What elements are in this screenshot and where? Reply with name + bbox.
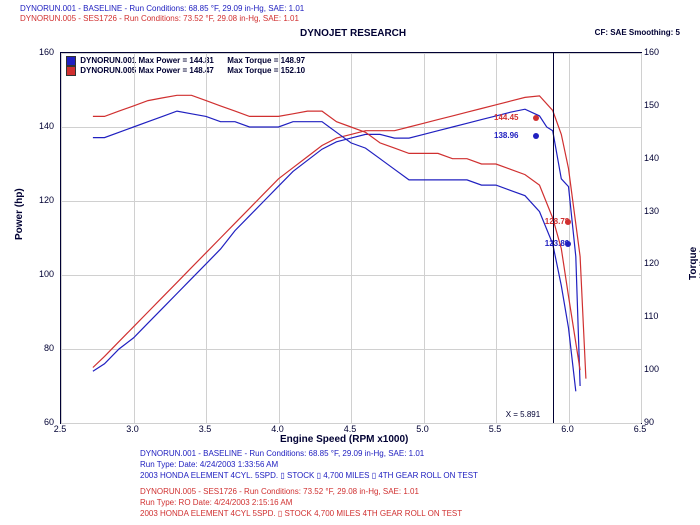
cf-label: CF: SAE Smoothing: 5: [595, 28, 680, 37]
xtick: 6.5: [625, 424, 655, 434]
ytick-left: 80: [30, 343, 54, 353]
metadata-block-1: DYNORUN.001 - BASELINE - Run Conditions:…: [140, 448, 478, 481]
xtick: 3.0: [118, 424, 148, 434]
xtick: 5.0: [408, 424, 438, 434]
chart-title: DYNOJET RESEARCH: [300, 28, 406, 39]
ytick-right: 150: [644, 100, 668, 110]
callout-label: 138.96: [494, 131, 518, 140]
header-line-2: DYNORUN.005 - SES1726 - Run Conditions: …: [20, 14, 299, 23]
ytick-left: 120: [30, 195, 54, 205]
meta-2-line-1: DYNORUN.005 - SES1726 - Run Conditions: …: [140, 486, 462, 497]
ytick-right: 130: [644, 206, 668, 216]
chart-plot-area: [60, 52, 642, 424]
xtick: 4.0: [263, 424, 293, 434]
cursor-label: X = 5.891: [506, 410, 540, 419]
callout-dot: [565, 219, 571, 225]
cursor-line: [553, 53, 554, 423]
meta-1-line-3: 2003 HONDA ELEMENT 4CYL. 5SPD. ▯ STOCK ▯…: [140, 470, 478, 481]
meta-2-line-2: Run Type: RO Date: 4/24/2003 2:15:16 AM: [140, 497, 462, 508]
meta-2-line-3: 2003 HONDA ELEMENT 4CYL 5SPD. ▯ STOCK 4,…: [140, 508, 462, 519]
meta-1-line-2: Run Type: Date: 4/24/2003 1:33:56 AM: [140, 459, 478, 470]
ytick-right: 140: [644, 153, 668, 163]
xtick: 2.5: [45, 424, 75, 434]
callout-dot: [533, 115, 539, 121]
chart-svg: [61, 53, 641, 423]
x-axis-label: Engine Speed (RPM x1000): [280, 434, 408, 445]
xtick: 5.5: [480, 424, 510, 434]
xtick: 6.0: [553, 424, 583, 434]
ytick-left: 100: [30, 269, 54, 279]
header-line-1: DYNORUN.001 - BASELINE - Run Conditions:…: [20, 4, 304, 13]
series-run001-torque: [93, 111, 576, 391]
callout-label: 144.45: [494, 113, 518, 122]
callout-dot: [565, 241, 571, 247]
xtick: 3.5: [190, 424, 220, 434]
y-left-axis-label: Power (hp): [14, 188, 25, 240]
ytick-right: 160: [644, 47, 668, 57]
ytick-left: 140: [30, 121, 54, 131]
series-run001-power: [93, 109, 580, 386]
ytick-right: 120: [644, 258, 668, 268]
y-right-axis-label: Torque (ft-lbs): [688, 247, 700, 280]
callout-dot: [533, 133, 539, 139]
ytick-right: 100: [644, 364, 668, 374]
ytick-left: 160: [30, 47, 54, 57]
meta-1-line-1: DYNORUN.001 - BASELINE - Run Conditions:…: [140, 448, 478, 459]
xtick: 4.5: [335, 424, 365, 434]
metadata-block-2: DYNORUN.005 - SES1726 - Run Conditions: …: [140, 486, 462, 519]
ytick-right: 110: [644, 311, 668, 321]
